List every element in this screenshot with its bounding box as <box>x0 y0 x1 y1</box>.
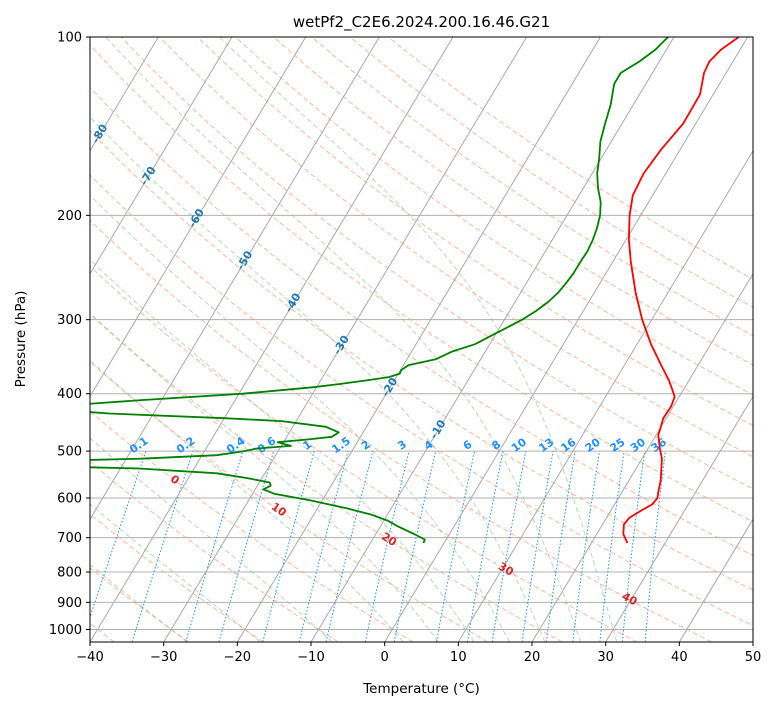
y-tick-label: 600 <box>57 492 82 507</box>
moist-adiabat <box>90 259 475 642</box>
dry-adiabat <box>311 37 753 337</box>
x-tick-label: 30 <box>597 650 614 665</box>
isotherm <box>90 37 307 398</box>
dry-adiabat <box>90 312 563 642</box>
plot-frame <box>89 36 754 643</box>
mixing-ratio-line <box>364 450 410 642</box>
isotherm <box>90 37 233 275</box>
isotherm <box>90 37 454 642</box>
x-tick-label: −20 <box>224 650 251 665</box>
isotherms <box>90 37 753 642</box>
moist-adiabat <box>90 437 333 642</box>
x-tick-label: 0 <box>381 650 389 665</box>
x-tick-label: 40 <box>671 650 688 665</box>
moist-adiabat <box>90 503 261 642</box>
y-tick-label: 500 <box>57 445 82 460</box>
dry-adiabat <box>158 37 753 458</box>
x-tick-label: 50 <box>745 650 762 665</box>
x-tick-label: 10 <box>450 650 467 665</box>
moist-adiabat <box>90 194 510 642</box>
plot-area: -100-90-80-70-60-50-40-30-20-10010203040… <box>90 37 753 642</box>
dewpoint-profile-line <box>90 37 669 544</box>
mixing-ratio-line <box>262 450 315 642</box>
dry-adiabat <box>90 130 753 591</box>
y-tick-label: 200 <box>57 209 82 224</box>
isotherm <box>236 37 601 642</box>
mixing-ratio-line <box>325 450 374 642</box>
isotherm <box>678 518 753 642</box>
isotherm <box>384 37 749 642</box>
chart-title: wetPf2_C2E6.2024.200.16.46.G21 <box>293 13 550 32</box>
isotherm <box>90 37 380 521</box>
y-tick-label: 100 <box>57 31 82 46</box>
mixing-ratio-line <box>218 450 275 642</box>
y-tick-label: 800 <box>57 566 82 581</box>
isotherm <box>605 395 753 642</box>
dry-adiabat <box>273 37 753 366</box>
y-tick-label: 400 <box>57 387 82 402</box>
temperature-profile-line <box>622 37 740 544</box>
x-tick-label: 20 <box>524 650 541 665</box>
y-tick-label: 300 <box>57 313 82 328</box>
y-tick-label: 700 <box>57 531 82 546</box>
moist-adiabat <box>90 359 404 642</box>
y-axis-ticks: 1000 900 800 700 600 500 400 300 200 100 <box>49 31 90 638</box>
dry-adiabat <box>90 43 753 523</box>
dry-adiabat <box>120 37 753 490</box>
x-tick-label: −10 <box>297 650 324 665</box>
dry-adiabat <box>90 219 712 642</box>
isotherm <box>163 37 528 642</box>
mixing-ratio-line <box>185 450 244 642</box>
mixing-ratio-line <box>298 450 349 642</box>
isotherm <box>90 37 159 152</box>
moist-adiabat <box>90 563 188 642</box>
x-axis-label: Temperature (°C) <box>362 681 480 697</box>
isotherm <box>310 37 675 642</box>
isotherm <box>457 149 753 642</box>
dry-adiabat <box>90 265 638 642</box>
mixing-ratio-line <box>393 450 437 642</box>
x-tick-label: −30 <box>150 650 177 665</box>
dry-adiabat <box>90 360 488 642</box>
y-tick-label: 900 <box>57 596 82 611</box>
x-tick-label: −40 <box>76 650 103 665</box>
dry-adiabats <box>90 37 753 642</box>
moist-adiabat <box>105 37 582 642</box>
isotherm <box>531 272 753 642</box>
dry-adiabat <box>235 37 753 396</box>
dry-adiabat <box>90 86 753 557</box>
sounding-series <box>90 37 740 544</box>
dry-adiabat <box>90 513 264 642</box>
y-tick-label: 1000 <box>49 623 82 638</box>
plot-background <box>90 37 753 642</box>
y-axis-label: Pressure (hPa) <box>13 291 29 388</box>
x-axis-ticks: −40 −30 −20 −10 0 10 20 30 40 50 <box>76 642 761 665</box>
